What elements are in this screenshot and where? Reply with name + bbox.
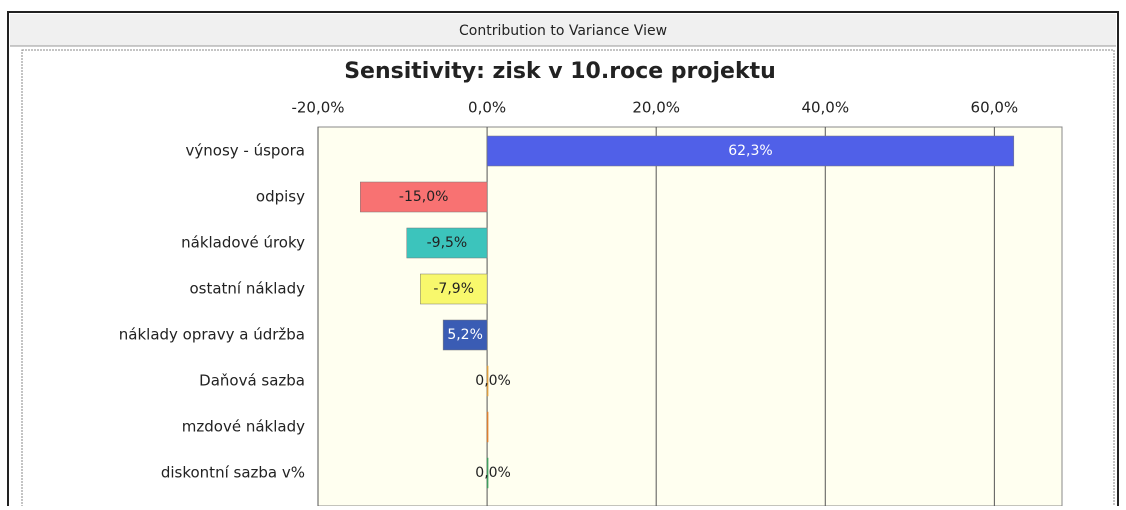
y-tick-label: odpisy — [256, 188, 305, 206]
bar — [406, 227, 488, 259]
y-tick-label: nákladové úroky — [181, 234, 305, 252]
y-tick-label: Daňová sazba — [199, 372, 305, 390]
x-tick-label: 60,0% — [971, 99, 1019, 117]
value-label: 0,0% — [475, 465, 511, 481]
y-tick-label: ostatní náklady — [189, 280, 305, 298]
value-label: -15,0% — [399, 189, 449, 205]
bar — [486, 135, 1015, 167]
value-label: 0,0% — [475, 373, 511, 389]
value-label: 5,2% — [447, 327, 483, 343]
x-tick-label: 20,0% — [632, 99, 680, 117]
bar — [486, 365, 489, 397]
bar — [360, 181, 488, 213]
x-tick-label: 0,0% — [468, 99, 506, 117]
y-tick-label: mzdové náklady — [182, 418, 305, 436]
x-tick-label: -20,0% — [291, 99, 344, 117]
value-label: 62,3% — [728, 143, 772, 159]
value-label: -7,9% — [433, 281, 474, 297]
y-tick-label: náklady opravy a údržba — [119, 326, 305, 344]
x-tick-label: 40,0% — [801, 99, 849, 117]
bar — [442, 319, 488, 351]
chart-title: Sensitivity: zisk v 10.roce projektu — [344, 59, 776, 84]
bar — [420, 273, 488, 305]
title-bar — [10, 14, 1116, 46]
value-label: -9,5% — [427, 235, 468, 251]
bar — [486, 457, 489, 489]
window-frame — [7, 11, 1119, 510]
window-title: Contribution to Variance View — [459, 23, 667, 39]
y-tick-label: diskontní sazba v% — [161, 464, 305, 482]
y-tick-label: výnosy - úspora — [186, 142, 305, 160]
bar — [486, 411, 489, 443]
